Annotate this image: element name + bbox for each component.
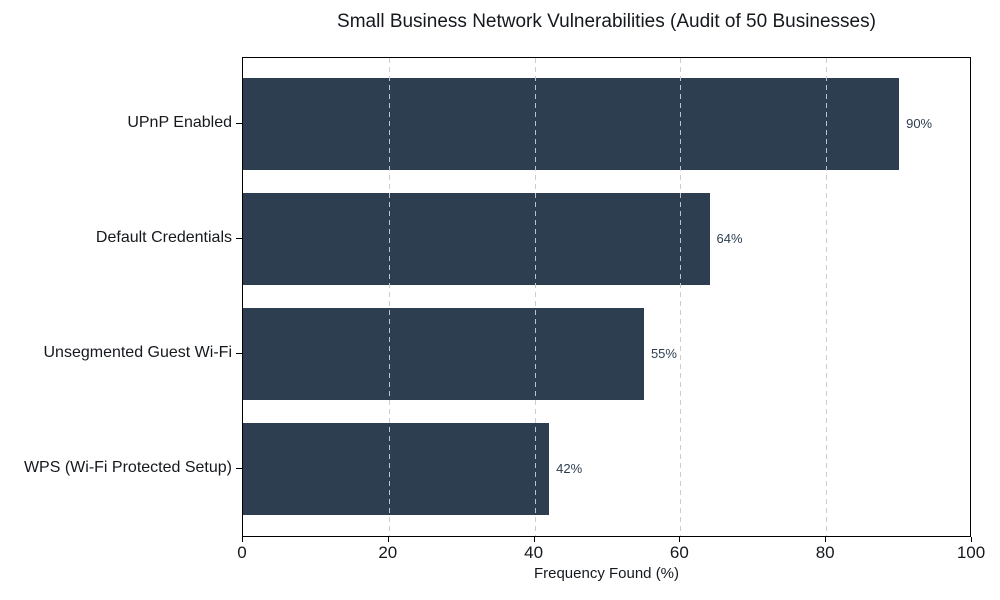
bar-value-label: 55% [650,346,677,361]
chart-title: Small Business Network Vulnerabilities (… [337,11,876,32]
x-tick-label: 40 [524,543,544,562]
x-tick-label: 100 [956,543,986,562]
x-tick [387,537,389,542]
x-tick-label: 60 [669,543,689,562]
gridline [680,58,682,536]
gridline [826,58,828,536]
x-tick-label: 80 [815,543,835,562]
category-label: UPnP Enabled [127,114,232,131]
gridline [534,58,536,536]
bar [243,78,900,170]
x-tick [679,537,681,542]
bar-value-label: 64% [716,231,743,246]
plot-area: 90% 64% 55% 42% [242,57,971,537]
y-tick [236,123,242,124]
bar [243,423,550,515]
x-tick-label: 0 [237,543,247,562]
x-tick [242,537,243,542]
y-tick [236,468,242,469]
x-tick-label: 20 [378,543,398,562]
x-tick [825,537,827,542]
category-label: WPS (Wi-Fi Protected Setup) [23,459,232,476]
gridline [388,58,390,536]
x-axis-label: Frequency Found (%) [533,565,680,582]
category-label: Unsegmented Guest Wi-Fi [43,344,232,361]
bar-value-label: 42% [556,461,583,476]
y-tick [236,353,242,354]
bar [243,308,644,400]
bar [243,193,710,285]
category-label: Default Credentials [95,229,232,246]
bar-value-label: 90% [906,116,933,131]
x-tick [971,537,972,542]
x-tick [533,537,535,542]
y-tick [236,238,242,239]
